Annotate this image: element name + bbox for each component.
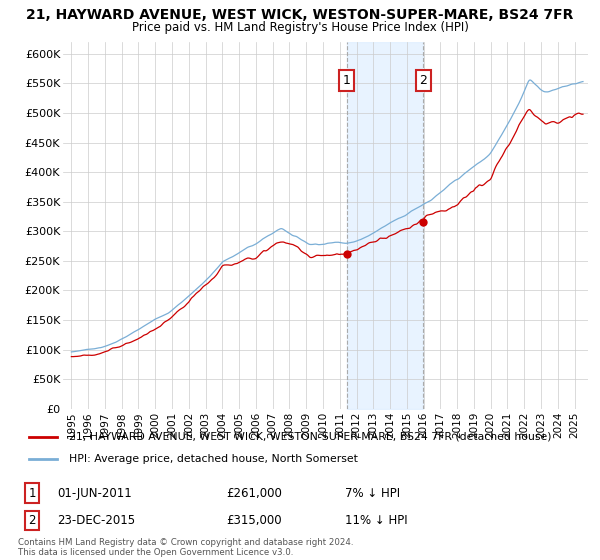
Text: 7% ↓ HPI: 7% ↓ HPI <box>345 487 400 500</box>
Text: Contains HM Land Registry data © Crown copyright and database right 2024.
This d: Contains HM Land Registry data © Crown c… <box>18 538 353 557</box>
Text: 1: 1 <box>343 74 351 87</box>
Text: HPI: Average price, detached house, North Somerset: HPI: Average price, detached house, Nort… <box>69 454 358 464</box>
Text: Price paid vs. HM Land Registry's House Price Index (HPI): Price paid vs. HM Land Registry's House … <box>131 21 469 34</box>
Text: 11% ↓ HPI: 11% ↓ HPI <box>345 514 408 527</box>
Text: £261,000: £261,000 <box>227 487 283 500</box>
Text: 2: 2 <box>419 74 427 87</box>
Text: 21, HAYWARD AVENUE, WEST WICK, WESTON-SUPER-MARE, BS24 7FR (detached house): 21, HAYWARD AVENUE, WEST WICK, WESTON-SU… <box>69 432 551 442</box>
Text: £315,000: £315,000 <box>227 514 283 527</box>
Text: 1: 1 <box>28 487 36 500</box>
Text: 01-JUN-2011: 01-JUN-2011 <box>58 487 132 500</box>
Text: 2: 2 <box>28 514 36 527</box>
Text: 23-DEC-2015: 23-DEC-2015 <box>58 514 136 527</box>
Text: 21, HAYWARD AVENUE, WEST WICK, WESTON-SUPER-MARE, BS24 7FR: 21, HAYWARD AVENUE, WEST WICK, WESTON-SU… <box>26 8 574 22</box>
